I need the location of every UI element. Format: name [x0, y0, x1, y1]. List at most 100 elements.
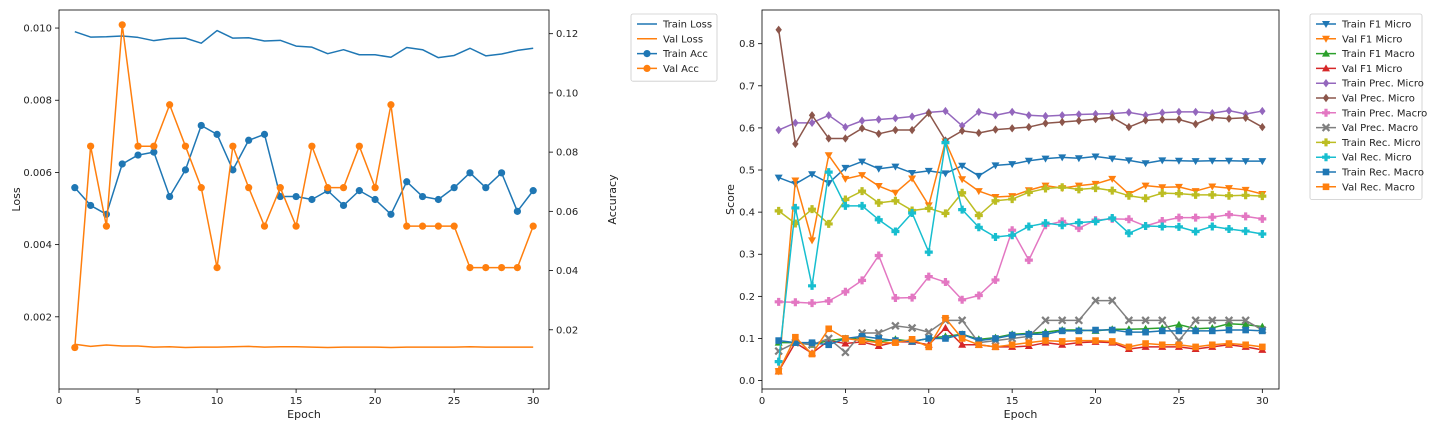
legend-marker: [1322, 108, 1330, 117]
data-point: [808, 118, 816, 128]
data-point: [1159, 115, 1166, 124]
data-point: [908, 175, 917, 183]
data-point: [1159, 108, 1166, 117]
data-point: [1142, 340, 1149, 347]
data-point: [858, 158, 867, 166]
data-point: [1108, 214, 1117, 223]
data-point: [908, 169, 917, 177]
data-point: [1258, 192, 1267, 201]
series-val-rec-micro: [774, 138, 1267, 366]
series-val-prec-micro: [775, 25, 1266, 149]
data-point: [924, 167, 933, 175]
data-point: [858, 337, 866, 344]
legend-marker: [1322, 49, 1330, 57]
data-point: [1074, 224, 1083, 233]
data-point: [824, 168, 833, 177]
x-tick-label: 0: [759, 396, 765, 407]
data-point: [774, 206, 783, 215]
data-point: [891, 321, 900, 331]
data-point: [941, 323, 950, 331]
y-tick-label: 0.002: [23, 312, 52, 323]
data-point: [1125, 122, 1133, 132]
data-point: [975, 341, 983, 349]
data-point: [1224, 210, 1233, 219]
data-point: [1025, 330, 1033, 338]
data-point: [841, 339, 850, 347]
data-point: [1208, 183, 1217, 191]
data-point: [1225, 340, 1233, 347]
data-point: [791, 177, 800, 185]
data-point: [841, 201, 850, 210]
data-point: [992, 125, 999, 134]
data-point: [1175, 115, 1183, 124]
data-point: [1224, 157, 1233, 165]
series-line: [778, 155, 1263, 185]
data-point: [1024, 256, 1033, 265]
data-point: [1174, 222, 1183, 231]
data-point: [958, 205, 967, 214]
series-val-acc: [71, 21, 537, 352]
legend-marker: [1322, 79, 1330, 88]
data-point: [892, 339, 899, 346]
data-point: [942, 335, 949, 342]
data-point: [824, 152, 833, 160]
data-point: [841, 195, 850, 204]
data-point: [434, 222, 442, 230]
data-point: [825, 111, 832, 120]
data-point: [102, 222, 111, 230]
data-point: [1025, 122, 1033, 132]
data-point: [775, 368, 782, 375]
data-point: [1174, 183, 1183, 191]
legend-label: Val Rec. Macro: [1342, 182, 1415, 193]
data-point: [1225, 326, 1233, 334]
data-point: [942, 314, 949, 322]
data-point: [808, 237, 817, 245]
data-point: [87, 142, 95, 150]
y-tick-label: 0.7: [739, 81, 755, 92]
x-tick-label: 5: [842, 396, 848, 407]
data-point: [774, 346, 783, 356]
data-point: [824, 296, 833, 305]
data-point: [808, 339, 816, 346]
data-point: [1174, 157, 1183, 165]
x-tick-label: 20: [369, 396, 382, 407]
data-point: [925, 335, 933, 342]
series-line: [74, 29, 534, 59]
data-point: [1124, 215, 1133, 224]
data-point: [134, 151, 142, 159]
data-point: [450, 184, 458, 192]
data-point: [482, 264, 490, 272]
data-point: [1124, 191, 1133, 200]
y-tick-label: 0.6: [739, 123, 755, 134]
data-point: [1074, 316, 1084, 325]
series-train-rec-macro: [775, 326, 1266, 349]
data-point: [71, 343, 79, 352]
data-point: [387, 210, 395, 218]
y-tick-label: 0.0: [739, 376, 755, 387]
data-point: [841, 175, 850, 183]
legend-label: Val Acc: [663, 64, 699, 75]
data-point: [1008, 161, 1017, 169]
data-point: [1108, 175, 1117, 183]
data-point: [991, 162, 1000, 170]
data-point: [497, 264, 506, 272]
data-point: [1241, 320, 1250, 328]
data-point: [1191, 190, 1200, 199]
data-point: [213, 264, 221, 272]
data-point: [958, 188, 967, 197]
data-point: [308, 195, 316, 204]
data-point: [1124, 316, 1134, 325]
data-point: [1225, 114, 1233, 123]
data-point: [775, 337, 782, 344]
data-point: [1158, 184, 1167, 192]
legend-label: Val Loss: [663, 34, 703, 45]
data-point: [825, 341, 833, 349]
data-point: [1141, 182, 1150, 190]
legend: Train F1 Micro Val F1 Micro Train F1 Macro…: [1309, 13, 1427, 201]
x-tick-label: 10: [922, 396, 935, 407]
y2-tick-label: 0.08: [556, 148, 578, 159]
data-point: [1241, 158, 1250, 166]
data-point: [941, 278, 950, 287]
data-point: [1141, 160, 1150, 168]
data-point: [529, 187, 537, 195]
